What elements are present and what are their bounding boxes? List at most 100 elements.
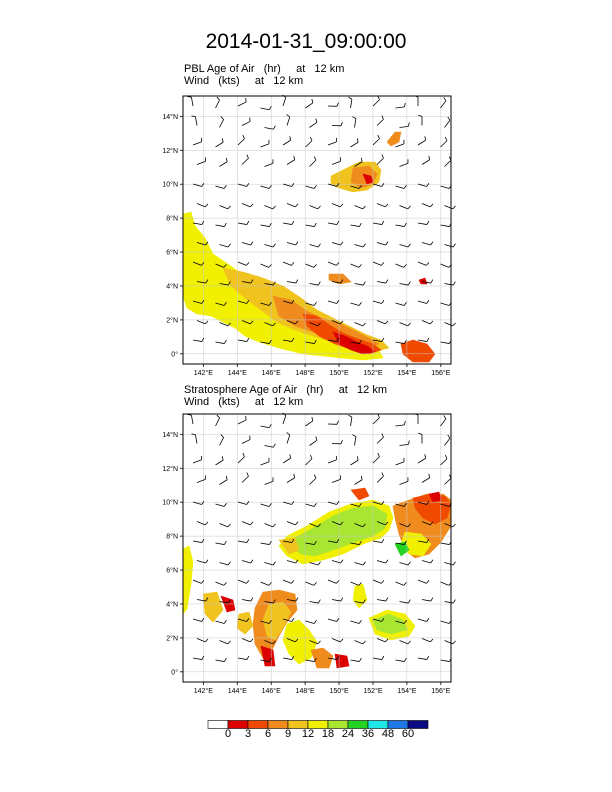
strat-wind-barb-staff-65: [309, 523, 318, 528]
pbl-wind-barb-113: [309, 281, 321, 286]
strat-wind-barb-129: [395, 620, 407, 624]
pbl-wind-barb-staff-29: [305, 140, 313, 148]
pbl-wind-barb-flag-115: [363, 281, 366, 286]
strat-wind-barb-42: [331, 475, 341, 483]
pbl-wind-barb-staff-57: [395, 185, 405, 189]
pbl-wind-barb-flag-61: [227, 205, 231, 210]
pbl-wind-barb-114: [331, 279, 344, 284]
pbl-wind-barb-flag-3: [268, 106, 272, 110]
pbl-wind-barb-flag-17: [315, 118, 318, 123]
strat-wind-barb-flag-5: [311, 416, 314, 421]
strat-wind-barb-105: [395, 581, 407, 586]
pbl-wind-barb-staff-73: [215, 224, 225, 227]
strat-wind-barb-53: [305, 503, 317, 507]
colorbar-label-12: 12: [301, 728, 315, 740]
pbl-wind-barb-staff-42: [331, 161, 341, 165]
pbl-wind-barb-staff-31: [350, 141, 359, 148]
strat-wind-barb-flag-94: [430, 559, 434, 564]
pbl-wind-barb-staff-114: [331, 281, 341, 284]
pbl-wind-barb-staff-109: [219, 283, 229, 286]
pbl-wind-barb-staff-152: [372, 339, 382, 342]
strat-contour-region-7: [310, 647, 334, 669]
strat-lat-tick-label-4: 8°N: [166, 533, 178, 541]
pbl-wind-barb-staff-2: [237, 101, 247, 107]
pbl-wind-barb-staff-55: [350, 185, 360, 189]
strat-wind-barb-staff-102: [327, 579, 337, 584]
strat-wind-barb-staff-128: [372, 618, 382, 622]
pbl-wind-barb-staff-115: [354, 283, 364, 286]
pbl-wind-barb-staff-3: [260, 107, 270, 111]
pbl-wind-barb-staff-99: [260, 263, 269, 268]
pbl-wind-barb-27: [260, 139, 270, 148]
strat-wind-barb-staff-62: [241, 521, 251, 526]
strat-contour-region-19: [350, 487, 370, 501]
strat-wind-barb-staff-44: [376, 475, 384, 483]
strat-wind-barb-99: [260, 581, 272, 586]
strat-wind-barb-40: [286, 473, 296, 483]
strat-wind-barb-staff-14: [241, 439, 251, 444]
strat-wind-barb-staff-95: [444, 562, 454, 566]
strat-wind-barb-22: [418, 432, 423, 444]
pbl-wind-barb-flag-104: [381, 262, 385, 266]
strat-wind-barb-flag-57: [403, 503, 407, 507]
strat-wind-barb-101: [305, 581, 317, 586]
strat-wind-barb-staff-36: [196, 479, 206, 483]
strat-wind-barb-flag-90: [340, 559, 344, 564]
strat-wind-barb-staff-33: [395, 461, 405, 466]
pbl-wind-barb-flag-16: [286, 114, 291, 118]
pbl-wind-barb-8: [372, 95, 380, 107]
pbl-wind-barb-102: [327, 261, 340, 266]
strat-wind-barb-flag-109: [228, 599, 231, 604]
pbl-wind-barb-35: [440, 136, 448, 148]
pbl-wind-barb-flag-22: [418, 114, 423, 117]
pbl-wind-barb-staff-131: [440, 302, 450, 306]
strat-wind-barb-12: [191, 433, 198, 444]
pbl-lat-tick-label-6: 12°N: [162, 147, 178, 155]
pbl-wind-barb-staff-140: [376, 320, 386, 325]
strat-wind-barb-52: [282, 501, 295, 505]
pbl-wind-barb-110: [241, 279, 254, 284]
strat-wind-barb-39: [264, 477, 274, 485]
pbl-wind-barb-56: [372, 183, 385, 187]
pbl-wind-barb-staff-147: [260, 341, 270, 344]
strat-wind-barb-flag-141: [407, 640, 411, 645]
pbl-wind-barb-flag-58: [426, 183, 430, 187]
pbl-wind-barb-85: [219, 243, 231, 248]
pbl-wind-barb-flag-116: [385, 279, 389, 284]
pbl-wind-barb-97: [215, 263, 227, 268]
strat-wind-barb-flag-16: [286, 432, 291, 436]
strat-wind-barb-staff-11: [440, 418, 447, 427]
pbl-wind-barb-93: [399, 243, 411, 248]
strat-wind-barb-flag-51: [268, 503, 272, 507]
strat-wind-barb-staff-28: [282, 457, 291, 464]
colorbar-label-9: 9: [284, 728, 292, 740]
strat-wind-barb-flag-121: [223, 620, 227, 624]
pbl-wind-barb-flag-151: [359, 339, 362, 344]
strat-wind-barb-staff-35: [440, 458, 448, 466]
strat-wind-barb-flag-66: [340, 521, 344, 526]
pbl-wind-barb-staff-81: [395, 224, 405, 227]
strat-wind-barb-staff-32: [372, 456, 380, 464]
colorbar-label-3: 3: [244, 728, 252, 740]
strat-wind-barb-flag-19: [352, 434, 357, 437]
pbl-wind-barb-flag-46: [428, 155, 431, 160]
strat-wind-barb-14: [241, 435, 251, 444]
pbl-wind-barb-flag-87: [272, 243, 276, 248]
pbl-wind-barb-staff-66: [331, 203, 341, 208]
strat-wind-barb-flag-99: [268, 582, 272, 586]
pbl-wind-barb-87: [264, 243, 276, 248]
strat-wind-barb-staff-25: [215, 459, 224, 466]
pbl-wind-barb-84: [196, 241, 209, 246]
strat-wind-barb-staff-26: [237, 456, 245, 464]
strat-wind-barb-85: [219, 561, 231, 566]
pbl-wind-barb-36: [196, 157, 206, 165]
strat-wind-barb-96: [192, 579, 205, 584]
pbl-wind-barb-staff-142: [421, 320, 431, 325]
pbl-wind-barb-flag-64: [295, 203, 299, 208]
pbl-wind-barb-100: [282, 261, 295, 266]
strat-wind-barb-flag-49: [223, 503, 227, 507]
strat-wind-barb-staff-92: [376, 560, 386, 564]
panel2-title-line2: Wind (kts) at 12 km: [184, 396, 304, 408]
strat-wind-barb-flag-67: [362, 523, 366, 528]
pbl-wind-barb-staff-96: [192, 261, 202, 266]
